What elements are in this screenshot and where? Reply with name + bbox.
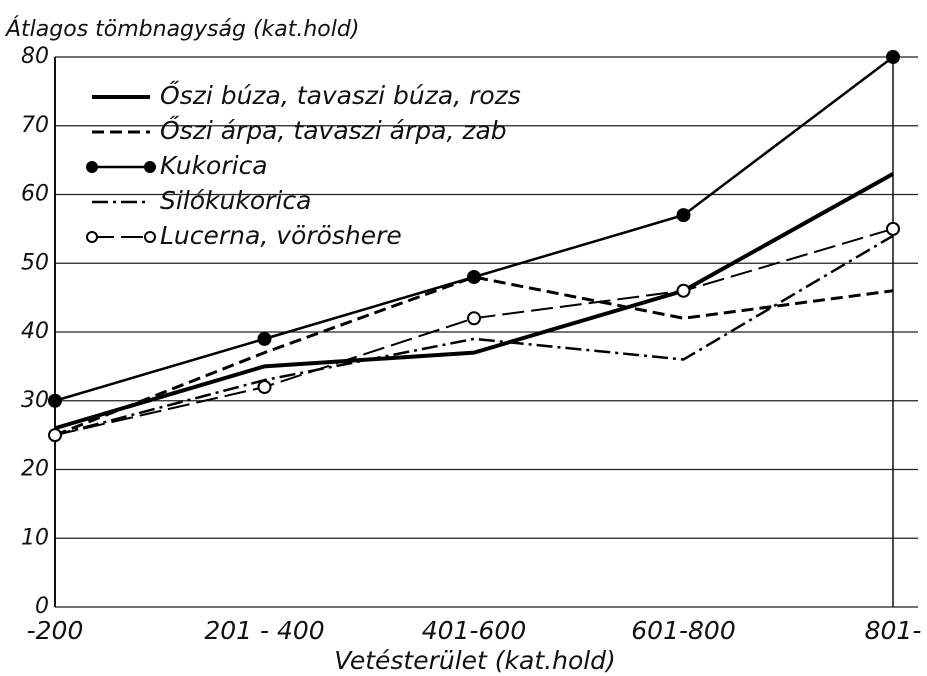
series-line bbox=[54, 172, 894, 431]
legend-label: Lucerna, vöröshere bbox=[160, 221, 402, 250]
legend-marker bbox=[144, 231, 156, 243]
point bbox=[257, 331, 272, 346]
y-tick-label: 10 bbox=[21, 525, 49, 550]
y-tick-label: 70 bbox=[21, 113, 49, 138]
legend-label: Kukorica bbox=[160, 151, 268, 180]
point bbox=[48, 393, 62, 408]
legend-label: Silókukorica bbox=[160, 186, 311, 215]
legend-label: Őszi búza, tavaszi búza, rozs bbox=[160, 80, 521, 110]
legend-marker bbox=[144, 161, 156, 173]
y-tick-label: 20 bbox=[21, 457, 49, 482]
y-tick-label: 40 bbox=[21, 319, 49, 344]
chart-title: Átlagos tömbnagyság (kat.hold) bbox=[4, 16, 359, 42]
x-tick-label: 401-600 bbox=[422, 616, 526, 645]
legend-marker bbox=[86, 161, 98, 173]
y-tick-label: 80 bbox=[21, 44, 49, 69]
point bbox=[48, 428, 62, 443]
series-line bbox=[54, 275, 894, 437]
point bbox=[886, 221, 900, 236]
x-axis-label: Vetésterület (kat.hold) bbox=[334, 646, 616, 675]
point bbox=[676, 283, 691, 298]
point bbox=[886, 50, 900, 64]
x-tick-label: -200 bbox=[27, 616, 84, 645]
point bbox=[257, 380, 272, 394]
x-tick-label: 801- bbox=[865, 616, 922, 645]
x-tick-label: 201 - 400 bbox=[204, 616, 324, 645]
legend-label: Őszi árpa, tavaszi árpa, zab bbox=[160, 115, 507, 145]
point bbox=[676, 208, 691, 223]
y-tick-label: 0 bbox=[35, 594, 49, 619]
y-tick-label: 30 bbox=[21, 388, 49, 413]
point bbox=[467, 311, 481, 326]
point bbox=[467, 270, 481, 284]
y-tick-label: 60 bbox=[21, 182, 49, 207]
y-tick-label: 50 bbox=[21, 250, 49, 275]
legend-marker bbox=[86, 231, 98, 243]
x-tick-label: 601-800 bbox=[631, 616, 735, 645]
